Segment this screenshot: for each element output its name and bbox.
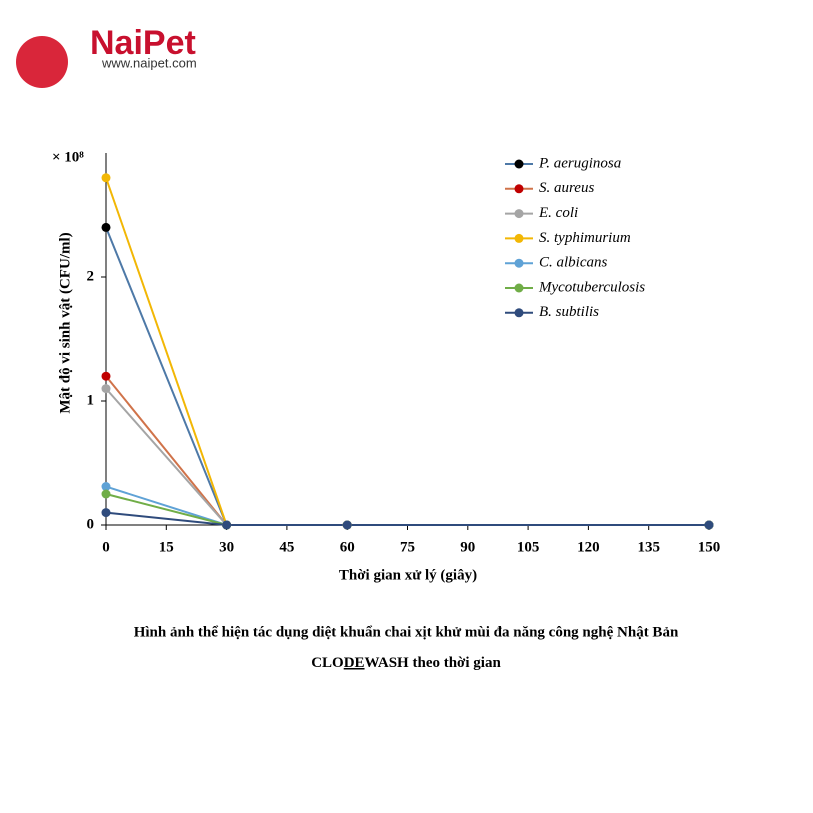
legend-label: Mycotuberculosis bbox=[538, 279, 645, 295]
data-point bbox=[342, 520, 352, 530]
data-point bbox=[101, 222, 111, 232]
legend-marker bbox=[514, 258, 524, 268]
legend-marker bbox=[514, 283, 524, 293]
x-tick-label: 60 bbox=[340, 539, 355, 555]
series-line bbox=[105, 387, 709, 526]
y-tick-label: 0 bbox=[87, 516, 95, 532]
logo: NaiPet www.naipet.com bbox=[16, 24, 197, 88]
legend-marker bbox=[514, 184, 524, 194]
logo-name: NaiPet bbox=[90, 24, 196, 62]
x-tick-label: 75 bbox=[400, 539, 415, 555]
logo-url: www.naipet.com bbox=[101, 55, 197, 70]
x-tick-label: 105 bbox=[517, 539, 540, 555]
data-point bbox=[101, 508, 111, 518]
x-tick-label: 45 bbox=[279, 539, 294, 555]
legend-label: S. aureus bbox=[539, 180, 594, 196]
legend-label: B. subtilis bbox=[539, 304, 599, 320]
legend-marker bbox=[514, 308, 524, 318]
data-point bbox=[101, 173, 111, 183]
caption-line: CLODEWASH theo thời gian bbox=[311, 655, 501, 671]
data-point bbox=[704, 520, 714, 530]
x-tick-label: 120 bbox=[577, 539, 600, 555]
data-point bbox=[101, 489, 111, 499]
legend-marker bbox=[514, 159, 524, 169]
caption-line: Hình ảnh thể hiện tác dụng diệt khuẩn ch… bbox=[134, 624, 679, 640]
logo-icon bbox=[16, 36, 68, 88]
x-tick-label: 90 bbox=[460, 539, 475, 555]
x-tick-label: 30 bbox=[219, 539, 234, 555]
data-point bbox=[101, 371, 111, 381]
series-line bbox=[105, 493, 709, 526]
y-axis-label: Mật độ vi sinh vật (CFU/ml) bbox=[57, 232, 73, 413]
data-point bbox=[101, 384, 111, 394]
y-multiplier: × 10⁸ bbox=[52, 149, 84, 165]
x-axis-label: Thời gian xử lý (giây) bbox=[339, 567, 477, 583]
caption-part: CLO bbox=[311, 655, 344, 671]
data-point bbox=[101, 482, 111, 492]
legend-marker bbox=[514, 233, 524, 243]
legend-label: P. aeruginosa bbox=[538, 155, 621, 171]
legend-label: E. coli bbox=[538, 205, 578, 221]
y-tick-label: 1 bbox=[87, 392, 95, 408]
caption-part: WASH theo thời gian bbox=[365, 655, 502, 671]
caption-part: DE bbox=[344, 655, 365, 671]
series-line bbox=[105, 511, 709, 526]
y-tick-label: 2 bbox=[87, 268, 95, 284]
x-tick-label: 15 bbox=[159, 539, 174, 555]
x-tick-label: 135 bbox=[637, 539, 660, 555]
legend-marker bbox=[514, 209, 524, 219]
series-line bbox=[105, 227, 709, 526]
legend-label: S. typhimurium bbox=[539, 230, 631, 246]
x-tick-label: 0 bbox=[102, 539, 110, 555]
x-tick-label: 150 bbox=[698, 539, 721, 555]
data-point bbox=[222, 520, 232, 530]
legend-label: C. albicans bbox=[539, 255, 607, 271]
